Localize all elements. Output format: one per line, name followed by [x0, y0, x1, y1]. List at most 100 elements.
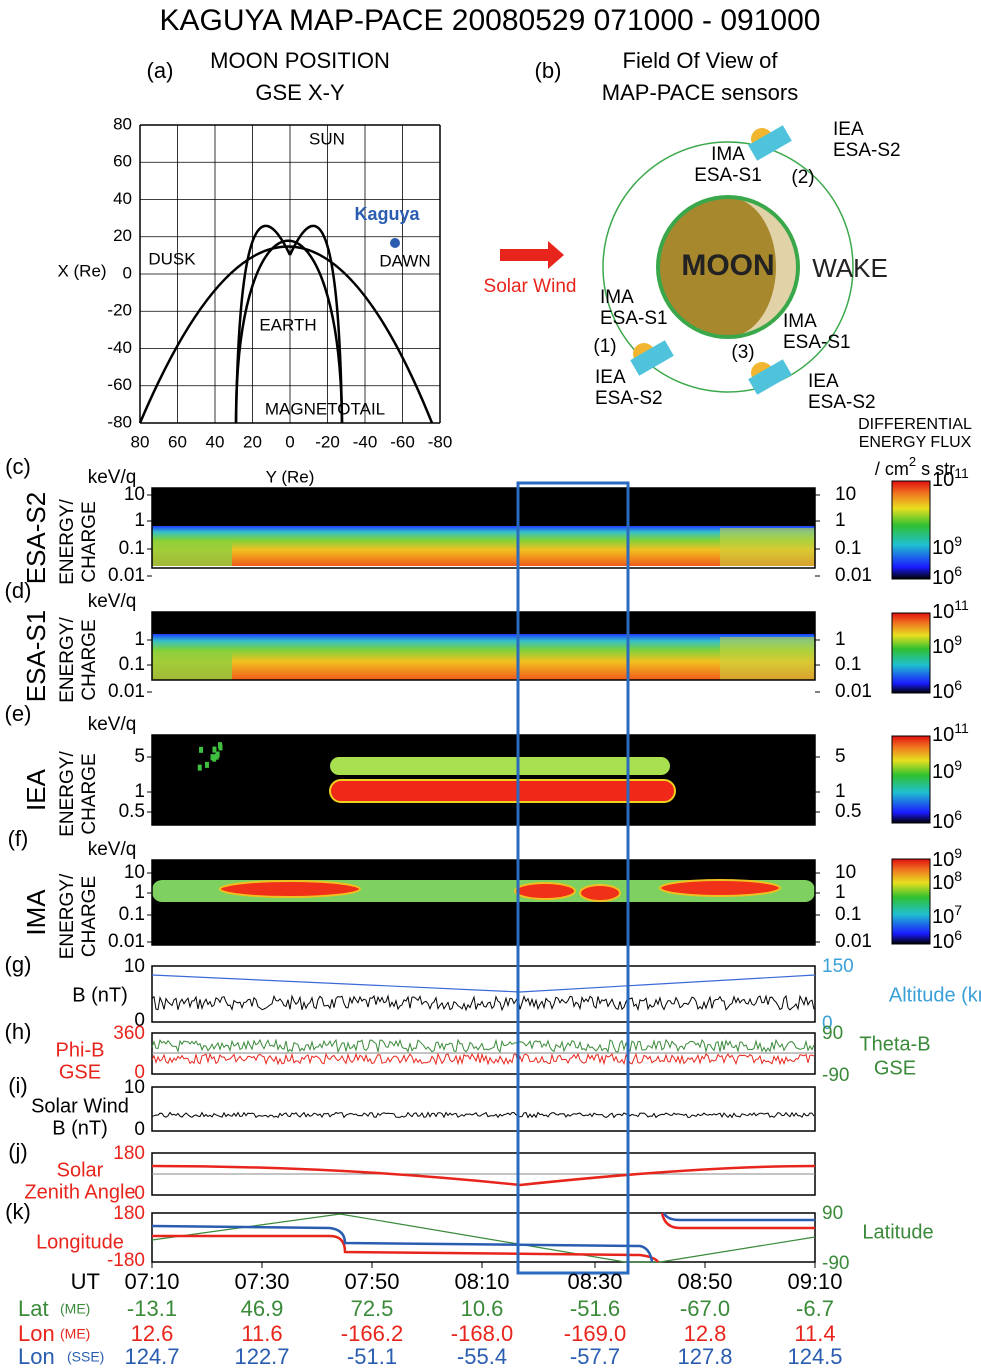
- label: ESA-S2: [808, 392, 876, 413]
- x-tick-label: 0: [285, 432, 294, 451]
- exponent: 7: [954, 902, 962, 918]
- label: MAGNETOTAIL: [265, 399, 385, 418]
- label: (g): [5, 952, 32, 977]
- base: 10: [932, 724, 954, 746]
- speckle: [218, 744, 223, 751]
- label: (f): [8, 826, 29, 851]
- y-tick-label: 10: [835, 484, 856, 505]
- base: 10: [932, 681, 954, 703]
- y-tick-label: -90: [822, 1253, 849, 1274]
- exponent: 11: [954, 465, 969, 481]
- speckle: [197, 764, 202, 771]
- label: GSE: [59, 1061, 101, 1083]
- highlight-box: [516, 481, 630, 1275]
- panel-frame: [151, 734, 816, 826]
- label: Phi-B: [56, 1039, 105, 1061]
- label: GSE X-Y: [255, 80, 345, 105]
- exponent: 6: [954, 807, 962, 823]
- exponent: 6: [954, 677, 962, 693]
- sensor: [748, 125, 792, 161]
- label: CHARGE: [79, 876, 100, 957]
- label: ENERGY/: [57, 499, 78, 585]
- label: 08:10: [454, 1269, 509, 1294]
- y-tick-label: -40: [107, 338, 132, 357]
- power-label: 106: [932, 927, 962, 954]
- altitude-line: [151, 974, 816, 993]
- speckle: [204, 761, 209, 768]
- y-tick-label: 0: [134, 1062, 145, 1083]
- x-tick-label: -20: [315, 432, 340, 451]
- y-tick-label: 10: [124, 862, 145, 883]
- label: WAKE: [812, 253, 888, 283]
- power-label: 109: [932, 533, 962, 560]
- y-tick-label: 0.1: [835, 538, 861, 559]
- base: 10: [932, 601, 954, 623]
- x-tick-label: -40: [353, 432, 378, 451]
- label: IEA: [833, 119, 864, 140]
- power-label: 109: [932, 845, 962, 872]
- solar-wind-arrow: [500, 241, 564, 269]
- sensor: [748, 359, 792, 395]
- label: (d): [5, 578, 32, 603]
- label: CHARGE: [79, 619, 100, 700]
- label: ENERGY/: [57, 617, 78, 703]
- panel-frame: [151, 611, 816, 681]
- base: 10: [932, 849, 954, 871]
- table-cell: 72.5: [351, 1296, 394, 1321]
- power-label: 106: [932, 807, 962, 834]
- y-tick-label: 0: [134, 1010, 145, 1031]
- table-cell: -57.7: [570, 1344, 620, 1369]
- base: 10: [932, 872, 954, 894]
- exponent: 11: [954, 720, 969, 736]
- moon-edge: [656, 195, 800, 339]
- y-tick-label: 10: [835, 862, 856, 883]
- label: (ME): [60, 1301, 90, 1317]
- speckle: [212, 746, 217, 753]
- label: keV/q: [88, 467, 137, 488]
- y-tick-label: 180: [113, 1203, 145, 1224]
- y-tick-label: 0.1: [119, 538, 145, 559]
- table-cell: 124.7: [124, 1344, 179, 1369]
- label: Longitude: [36, 1231, 124, 1253]
- colorbar: [891, 480, 931, 580]
- label: MOON: [681, 249, 774, 282]
- theta-line: [151, 1038, 815, 1054]
- spectrogram-band: [152, 652, 232, 680]
- spectrogram-band: [152, 543, 232, 566]
- spacecraft-dot: [390, 238, 400, 248]
- magnetopause-inner: [234, 239, 344, 424]
- table-cell: 11.4: [794, 1321, 835, 1346]
- label: IMA: [783, 311, 817, 332]
- label: ESA-S2: [21, 492, 51, 585]
- table-cell: -51.6: [570, 1296, 620, 1321]
- panel-frame: [151, 859, 816, 946]
- x-tick-label: -60: [390, 432, 415, 451]
- y-tick-label: 90: [822, 1023, 843, 1044]
- y-tick-label: 10: [124, 956, 145, 977]
- label: keV/q: [88, 839, 137, 860]
- label: keV/q: [88, 591, 137, 612]
- y-tick-label: 0: [822, 1013, 833, 1034]
- colorbar: [891, 612, 931, 694]
- y-tick-label: 40: [113, 189, 132, 208]
- y-tick-label: 20: [113, 226, 132, 245]
- table-cell: -168.0: [451, 1321, 513, 1346]
- label: IEA: [595, 367, 626, 388]
- label: ESA-S1: [600, 308, 668, 329]
- ion-core: [659, 879, 781, 897]
- unit: / cm: [875, 459, 909, 479]
- panel-frame: [151, 965, 816, 1023]
- label: CHARGE: [79, 753, 100, 834]
- power-label: 107: [932, 902, 962, 929]
- label: 08:30: [567, 1269, 622, 1294]
- label: IEA: [21, 768, 51, 811]
- label: ESA-S2: [595, 388, 663, 409]
- y-tick-label: 0: [123, 263, 132, 282]
- label: Lon: [18, 1321, 55, 1346]
- spectrogram-band: [152, 526, 815, 566]
- panel-frame: [151, 1086, 816, 1132]
- label: EARTH: [259, 315, 316, 334]
- power-label: 106: [932, 563, 962, 590]
- label: DIFFERENTIAL: [858, 416, 972, 433]
